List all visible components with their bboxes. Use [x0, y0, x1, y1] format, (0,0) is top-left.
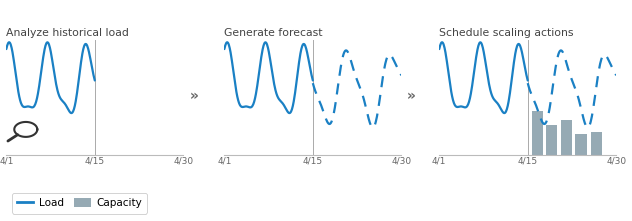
Legend: Load, Capacity: Load, Capacity	[11, 193, 147, 213]
Text: Generate forecast: Generate forecast	[224, 28, 323, 38]
Text: »: »	[406, 89, 415, 103]
Bar	[532, 111, 543, 155]
Text: »: »	[190, 89, 199, 103]
Bar	[546, 125, 557, 155]
Text: Analyze historical load: Analyze historical load	[6, 28, 129, 38]
Text: Schedule scaling actions: Schedule scaling actions	[439, 28, 574, 38]
Bar	[561, 120, 573, 155]
Bar	[591, 132, 602, 155]
Bar	[575, 134, 586, 155]
